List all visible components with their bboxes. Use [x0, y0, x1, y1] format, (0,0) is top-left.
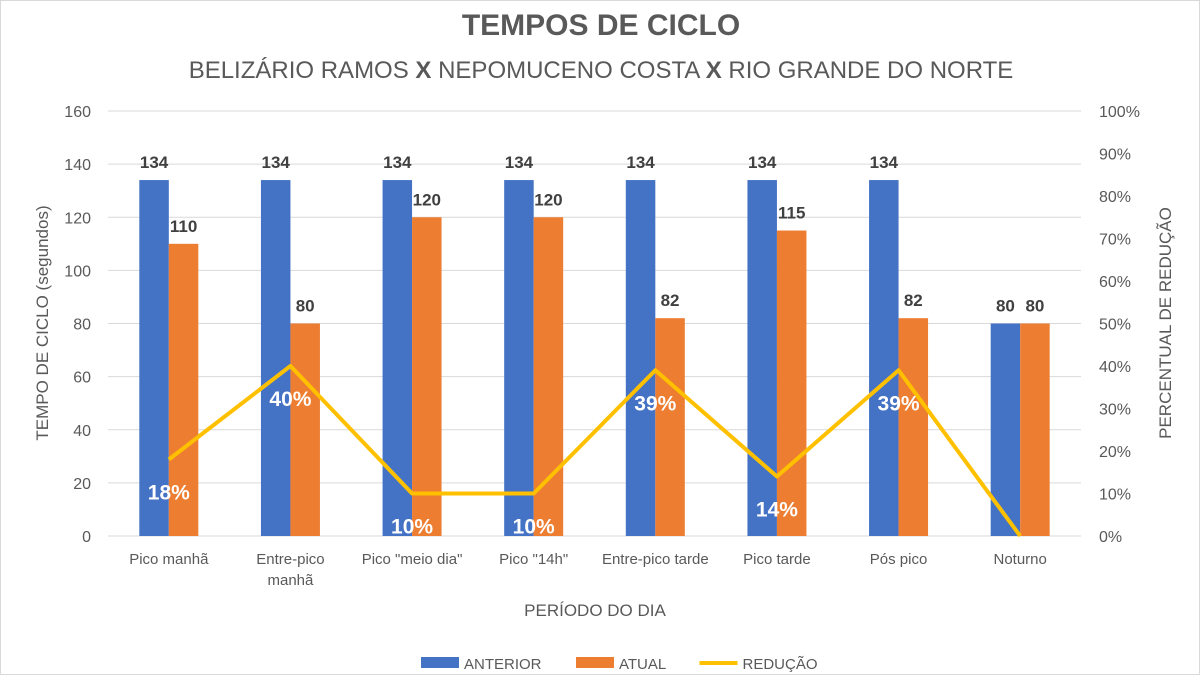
bar-value-label: 120 — [534, 190, 562, 209]
subtitle-part: BELIZÁRIO RAMOS — [189, 57, 416, 84]
reduction-label: 14% — [756, 499, 798, 522]
chart-title: TEMPOS DE CICLO — [462, 9, 740, 42]
x-tick-label: Pico tarde — [743, 551, 811, 568]
y2-tick-label: 10% — [1099, 487, 1131, 504]
x-axis-ticks: Pico manhã Entre-pico manhã Pico "meio dia"… — [129, 551, 1047, 589]
y-tick-label: 80 — [73, 317, 91, 334]
y-tick-label: 120 — [64, 210, 91, 227]
bar-value-label: 134 — [505, 153, 534, 172]
chart-subtitle: BELIZÁRIO RAMOS X NEPOMUCENO COSTA X RIO… — [189, 57, 1014, 84]
bar-value-label: 80 — [1025, 297, 1044, 316]
y-tick-label: 40 — [73, 423, 91, 440]
legend-swatch-anterior — [421, 657, 459, 668]
bar-anterior — [504, 180, 534, 536]
subtitle-separator: X — [706, 57, 722, 84]
y2-tick-label: 40% — [1099, 359, 1131, 376]
x-tick-label: Pico "14h" — [499, 551, 568, 568]
y2-tick-label: 30% — [1099, 402, 1131, 419]
x-axis-label: PERÍODO DO DIA — [524, 601, 666, 620]
legend: ANTERIOR ATUAL REDUÇÃO — [421, 656, 818, 673]
bar-value-label: 134 — [140, 153, 169, 172]
y-tick-label: 60 — [73, 370, 91, 387]
subtitle-separator: X — [415, 57, 431, 84]
y-tick-label: 160 — [64, 104, 91, 121]
bar-anterior — [139, 180, 169, 536]
y2-tick-label: 60% — [1099, 274, 1131, 291]
legend-swatch-atual — [576, 657, 614, 668]
bar-value-label: 134 — [383, 153, 412, 172]
subtitle-part: NEPOMUCENO COSTA — [431, 57, 705, 84]
bar-atual — [168, 243, 199, 536]
bar-value-label: 82 — [904, 291, 923, 310]
y-axis-label: TEMPO DE CICLO (segundos) — [33, 205, 52, 440]
y-axis-ticks: 0 20 40 60 80 100 120 140 160 — [64, 104, 91, 546]
legend-label: ATUAL — [619, 656, 666, 673]
y2-tick-label: 50% — [1099, 317, 1131, 334]
subtitle-part: RIO GRANDE DO NORTE — [722, 57, 1014, 84]
y2-axis-ticks: 0% 10% 20% 30% 40% 50% 60% 70% 80% 90% 100% — [1099, 104, 1140, 546]
bar-anterior — [869, 180, 899, 536]
bar-value-label: 110 — [170, 217, 197, 236]
y2-tick-label: 70% — [1099, 232, 1131, 249]
bar-value-label: 134 — [870, 153, 899, 172]
bar-atual — [533, 217, 564, 536]
bar-value-label: 80 — [296, 297, 315, 316]
reduction-label: 10% — [391, 516, 433, 539]
legend-label: REDUÇÃO — [743, 656, 818, 673]
reduction-label: 18% — [148, 482, 190, 505]
x-tick-label: Noturno — [994, 551, 1047, 568]
y-tick-label: 140 — [64, 157, 91, 174]
y2-tick-label: 80% — [1099, 189, 1131, 206]
bar-value-label: 80 — [996, 297, 1015, 316]
bar-atual — [1020, 323, 1050, 536]
bar-anterior — [382, 180, 413, 536]
y-tick-label: 100 — [64, 263, 91, 280]
x-tick-label: Pico "meio dia" — [362, 551, 463, 568]
bar-atual — [776, 230, 807, 536]
y2-tick-label: 90% — [1099, 147, 1131, 164]
reduction-label: 39% — [634, 392, 676, 415]
bar-atual — [655, 318, 685, 536]
bar-anterior — [260, 180, 291, 536]
y2-tick-label: 20% — [1099, 444, 1131, 461]
bar-atual — [898, 318, 929, 536]
bar-atual — [412, 217, 442, 536]
reduction-label: 10% — [513, 516, 555, 539]
bar-anterior — [747, 180, 777, 536]
y2-tick-label: 100% — [1099, 104, 1140, 121]
bar-value-label: 134 — [626, 153, 655, 172]
gridlines — [108, 110, 1081, 537]
x-tick-label: Entre-pico tarde — [602, 551, 709, 568]
bar-anterior — [625, 180, 656, 536]
x-tick-label: Pico manhã — [129, 551, 209, 568]
bar-atual — [290, 323, 320, 536]
y-tick-label: 20 — [73, 476, 91, 493]
bar-value-label: 82 — [661, 291, 680, 310]
x-tick-label: Entre-pico — [256, 551, 324, 568]
legend-label: ANTERIOR — [464, 656, 542, 673]
x-tick-label: manhã — [268, 572, 315, 589]
reduction-label: 39% — [878, 392, 920, 415]
reduction-label: 40% — [269, 388, 311, 411]
bar-value-label: 134 — [262, 153, 291, 172]
y2-axis-label: PERCENTUAL DE REDUÇÃO — [1156, 207, 1175, 439]
bar-value-label: 134 — [748, 153, 777, 172]
y2-tick-label: 0% — [1099, 529, 1122, 546]
bar-value-label: 120 — [413, 190, 441, 209]
reduction-polyline — [167, 364, 1022, 538]
x-tick-label: Pós pico — [870, 551, 928, 568]
y-tick-label: 0 — [82, 529, 91, 546]
bar-value-label: 115 — [778, 204, 805, 223]
reduction-line — [167, 364, 1022, 538]
